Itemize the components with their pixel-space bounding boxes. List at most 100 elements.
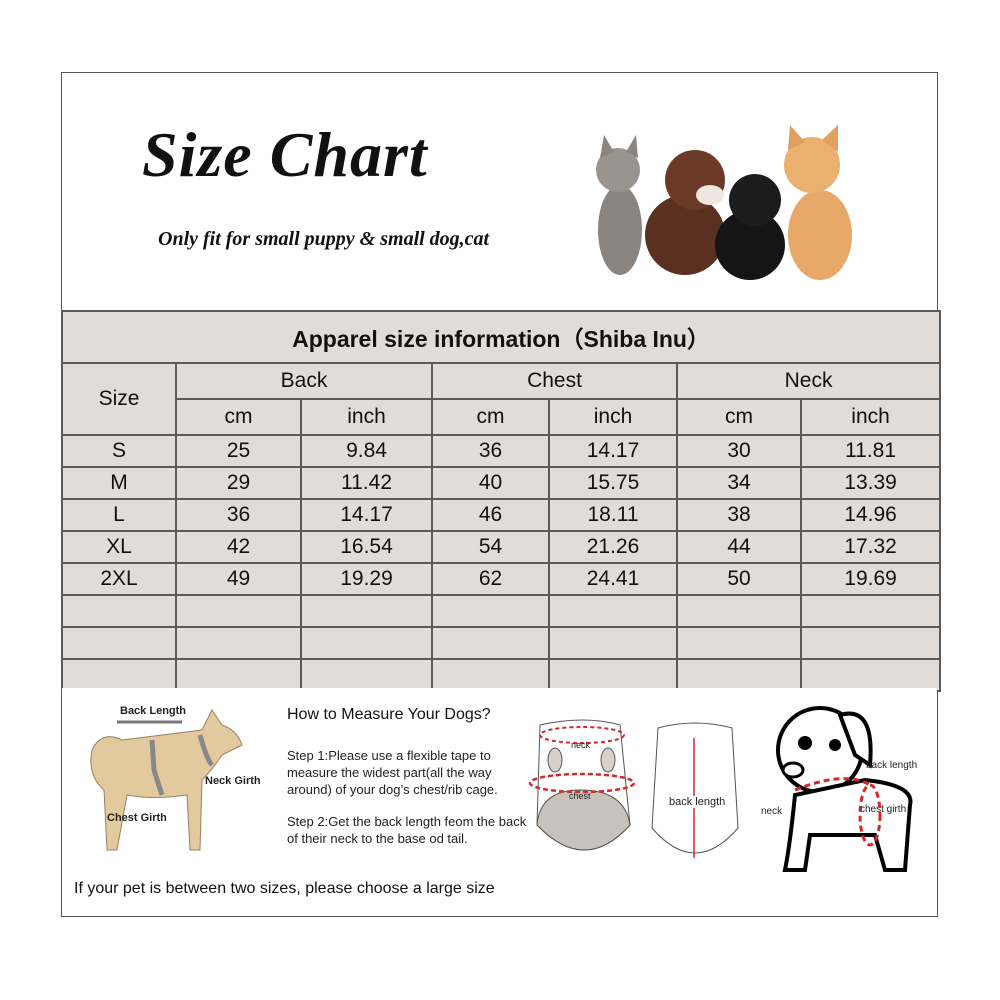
value-cell: 18.11: [548, 498, 678, 532]
value-cell: 49: [175, 562, 302, 596]
value-cell: 54: [431, 530, 550, 564]
value-cell: 14.96: [799, 498, 942, 532]
value-cell: 13.39: [799, 466, 942, 500]
empty-row: [61, 594, 942, 628]
pets-photo: [596, 125, 852, 280]
empty-cell: [175, 658, 302, 692]
empty-cell: [300, 626, 433, 660]
value-cell: 36: [431, 434, 550, 468]
size-cell: L: [61, 498, 177, 532]
empty-cell: [61, 626, 177, 660]
table-row: M 29 11.42 40 15.75 34 13.39: [61, 466, 942, 500]
step-1: Step 1:Please use a flexible tape to mea…: [287, 748, 498, 797]
garment-front-diagram: [528, 719, 636, 851]
subtitle: Only fit for small puppy & small dog,cat: [158, 228, 490, 250]
value-cell: 36: [175, 498, 302, 532]
step-2: Step 2:Get the back length feom the back…: [287, 814, 527, 846]
empty-cell: [431, 594, 550, 628]
kitten-grey: [596, 135, 642, 275]
back-length-label: Back Length: [120, 705, 187, 717]
neck-girth-label: Neck Girth: [205, 775, 261, 787]
empty-cell: [799, 594, 942, 628]
size-table: Apparel size information（Shiba Inu） Size…: [60, 310, 942, 692]
value-cell: 25: [175, 434, 302, 468]
empty-cell: [548, 626, 678, 660]
garment-back-length-label: back length: [669, 796, 726, 808]
value-cell: 15.75: [548, 466, 678, 500]
empty-cell: [431, 658, 550, 692]
size-note: If your pet is between two sizes, please…: [74, 880, 495, 897]
value-cell: 62: [431, 562, 550, 596]
puppy-back-length-label: back length: [866, 760, 918, 771]
value-cell: 16.54: [300, 530, 433, 564]
unit-header: inch: [548, 398, 678, 436]
puppy-chest-girth-label: chest girth: [860, 804, 907, 815]
group-chest: Chest: [431, 362, 678, 400]
unit-header: cm: [676, 398, 802, 436]
unit-header: inch: [300, 398, 433, 436]
empty-row: [61, 626, 942, 660]
empty-row: [61, 658, 942, 692]
value-cell: 42: [175, 530, 302, 564]
value-cell: 38: [676, 498, 802, 532]
empty-cell: [431, 626, 550, 660]
value-cell: 11.42: [300, 466, 433, 500]
empty-cell: [799, 658, 942, 692]
size-cell: S: [61, 434, 177, 468]
value-cell: 19.69: [799, 562, 942, 596]
value-cell: 34: [676, 466, 802, 500]
garment-back-diagram: [651, 722, 739, 858]
chest-girth-label: Chest Girth: [107, 812, 167, 824]
value-cell: 19.29: [300, 562, 433, 596]
table-row: S 25 9.84 36 14.17 30 11.81: [61, 434, 942, 468]
empty-cell: [175, 626, 302, 660]
group-neck: Neck: [675, 362, 942, 400]
unit-header: cm: [431, 398, 550, 436]
empty-cell: [676, 658, 802, 692]
empty-cell: [61, 594, 177, 628]
value-cell: 46: [431, 498, 550, 532]
empty-cell: [676, 594, 802, 628]
size-cell: M: [61, 466, 177, 500]
empty-cell: [676, 626, 802, 660]
value-cell: 30: [676, 434, 802, 468]
how-to-heading: How to Measure Your Dogs?: [287, 706, 491, 723]
value-cell: 17.32: [799, 530, 942, 564]
unit-header: inch: [799, 398, 942, 436]
empty-cell: [548, 594, 678, 628]
value-cell: 50: [676, 562, 802, 596]
unit-header: cm: [175, 398, 302, 436]
value-cell: 14.17: [548, 434, 678, 468]
value-cell: 11.81: [799, 434, 942, 468]
value-cell: 14.17: [300, 498, 433, 532]
value-cell: 44: [676, 530, 802, 564]
garment-neck-label: neck: [571, 740, 591, 750]
table-row: L 36 14.17 46 18.11 38 14.96: [61, 498, 942, 532]
size-cell: 2XL: [61, 562, 177, 596]
table-caption: Apparel size information（Shiba Inu）: [60, 310, 942, 364]
value-cell: 21.26: [548, 530, 678, 564]
group-back: Back: [175, 362, 433, 400]
empty-cell: [548, 658, 678, 692]
title: Size Chart: [142, 119, 428, 190]
empty-cell: [175, 594, 302, 628]
size-header: Size: [61, 362, 177, 436]
empty-cell: [300, 594, 433, 628]
value-cell: 9.84: [300, 434, 433, 468]
value-cell: 40: [431, 466, 550, 500]
shiba-illustration: [90, 709, 243, 851]
table-row: 2XL 49 19.29 62 24.41 50 19.69: [61, 562, 942, 596]
puppy-outline-illustration: [776, 706, 913, 872]
table-row: XL 42 16.54 54 21.26 44 17.32: [61, 530, 942, 564]
empty-cell: [799, 626, 942, 660]
puppy-brown: [645, 150, 725, 275]
garment-chest-label: chest: [569, 791, 591, 801]
empty-cell: [61, 658, 177, 692]
puppy-black: [715, 174, 785, 280]
empty-cell: [300, 658, 433, 692]
value-cell: 29: [175, 466, 302, 500]
value-cell: 24.41: [548, 562, 678, 596]
size-cell: XL: [61, 530, 177, 564]
kitten-orange: [784, 125, 852, 280]
puppy-neck-label: neck: [761, 806, 783, 817]
